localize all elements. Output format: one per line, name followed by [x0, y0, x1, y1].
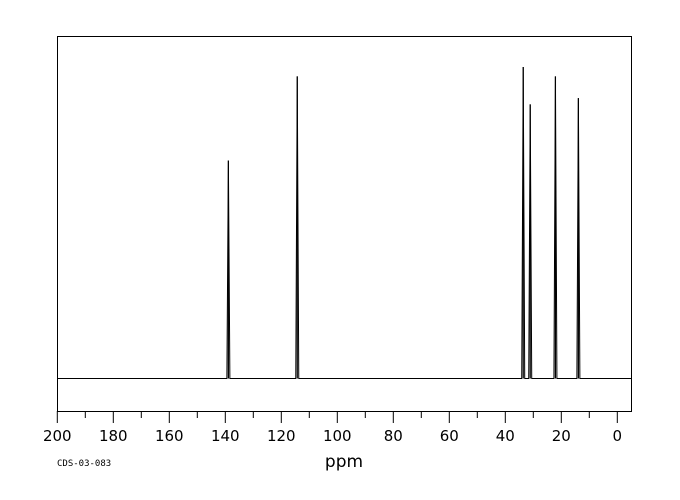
- x-tick-label: 100: [323, 427, 352, 445]
- spectrum-code: CDS-03-083: [57, 459, 111, 469]
- x-tick-label: 120: [267, 427, 296, 445]
- x-tick-label: 200: [43, 427, 72, 445]
- x-axis-label: ppm: [325, 452, 363, 472]
- plot-frame: [57, 36, 632, 412]
- x-tick-label: 140: [211, 427, 240, 445]
- spectrum-trace: [57, 66, 632, 379]
- x-tick-label: 60: [440, 427, 459, 445]
- x-tick-label: 40: [496, 427, 515, 445]
- x-tick-label: 160: [155, 427, 184, 445]
- x-tick-label: 0: [613, 427, 623, 445]
- x-tick-label: 20: [552, 427, 571, 445]
- x-tick-label: 180: [99, 427, 128, 445]
- x-tick-label: 80: [384, 427, 403, 445]
